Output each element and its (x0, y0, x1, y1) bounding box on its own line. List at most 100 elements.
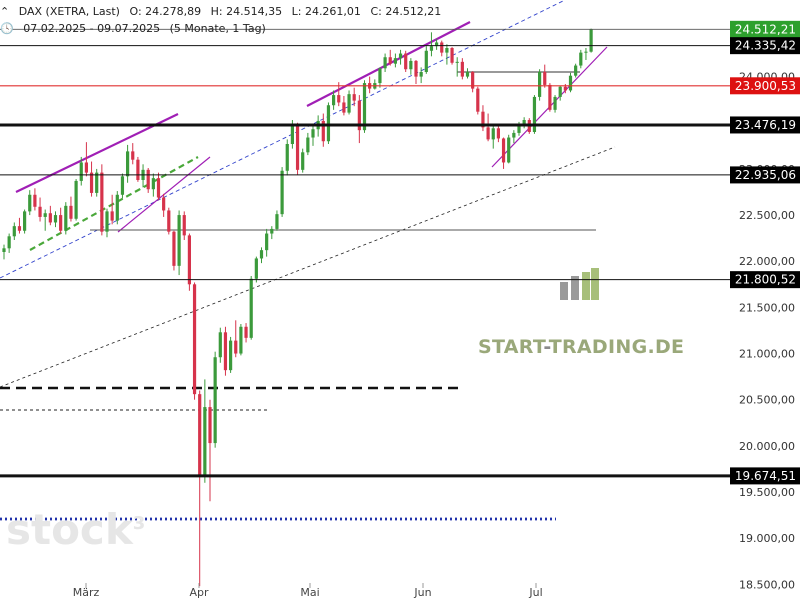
candle-body (177, 215, 181, 266)
candle-up (141, 164, 145, 188)
candle-down (208, 399, 212, 502)
candle-body (558, 86, 562, 97)
candle-body (306, 137, 310, 153)
candle-up (326, 102, 331, 144)
candle-up (332, 90, 336, 110)
candle-body (95, 172, 99, 193)
candle-up (507, 134, 511, 164)
candle-body (337, 95, 341, 103)
candle-body (352, 94, 356, 101)
candle-up (249, 276, 253, 340)
candle-body (192, 284, 197, 395)
candle-down (295, 122, 300, 175)
candle-body (568, 75, 573, 91)
logo-bar-icon (560, 282, 568, 300)
candle-down (471, 71, 475, 93)
candle-up (2, 244, 6, 260)
candle-up (275, 210, 279, 231)
candle-body (496, 128, 500, 139)
candle-body (162, 197, 166, 211)
candle-down (89, 161, 94, 197)
candle-body (486, 127, 490, 140)
candle-body (270, 228, 274, 234)
candle-body (419, 72, 423, 77)
ohlc-header: ⌃ DAX (XETRA, Last) O: 24.278,89 H: 24.5… (0, 5, 447, 18)
candle-up (177, 210, 181, 276)
price-tag-bg (730, 20, 800, 38)
high-value: H: 24.514,35 (210, 5, 283, 18)
candle-up (95, 168, 99, 197)
candle-body (23, 211, 27, 231)
candle-body (563, 86, 567, 91)
candle-up (53, 211, 58, 228)
candle-body (234, 340, 238, 354)
candle-body (100, 172, 104, 232)
candle-body (43, 213, 47, 217)
start-trading-watermark: START-TRADING.DE (478, 336, 684, 358)
low-value: L: 24.261,01 (291, 5, 361, 18)
price-tag-label: 19.674,51 (735, 469, 796, 483)
candle-down (234, 320, 238, 358)
candle-down (404, 50, 408, 72)
trend-line-blue-dashed (0, 0, 566, 279)
candle-up (120, 173, 125, 199)
candle-up (28, 190, 32, 216)
candle-body (110, 211, 114, 221)
candle-body (198, 394, 202, 477)
candle-up (23, 209, 27, 234)
candle-up (522, 117, 526, 129)
candle-body (347, 94, 351, 113)
candle-body (285, 144, 289, 171)
candle-down (543, 64, 547, 88)
candle-up (409, 58, 413, 75)
candle-body (167, 210, 171, 232)
candle-body (136, 159, 140, 180)
candle-body (584, 51, 588, 53)
candle-down (321, 113, 325, 147)
close-value: C: 24.512,21 (370, 5, 442, 18)
candle-body (589, 29, 593, 52)
candle-body (28, 194, 32, 212)
candle-down (136, 156, 140, 182)
candle-body (460, 61, 464, 77)
candle-down (59, 207, 63, 234)
candle-up (383, 53, 387, 72)
candle-up (574, 63, 578, 78)
candle-body (429, 46, 434, 51)
x-tick-label: Jul (528, 586, 542, 599)
x-tick-label: Apr (189, 586, 209, 599)
price-tag-label: 23.900,53 (735, 79, 796, 93)
candle-body (59, 215, 63, 231)
price-tag-label: 24.335,42 (735, 39, 796, 53)
candle-up (151, 173, 155, 197)
candle-down (172, 230, 176, 271)
candle-body (12, 226, 16, 237)
candle-up (259, 247, 264, 264)
y-tick-label: 19.000,00 (739, 532, 795, 545)
stock3-watermark-text: stock (6, 505, 133, 554)
y-tick-label: 21.000,00 (739, 348, 795, 361)
candle-body (393, 58, 397, 64)
instrument-name: DAX (XETRA, Last) (18, 5, 120, 18)
y-tick-label: 22.500,00 (739, 209, 795, 222)
candle-up (538, 69, 542, 101)
candle-down (460, 58, 464, 80)
x-tick-label: Mai (300, 586, 319, 599)
candle-up (229, 336, 233, 373)
candle-body (455, 61, 459, 63)
candle-body (548, 84, 552, 110)
candle-up (445, 44, 449, 65)
candle-body (172, 231, 176, 266)
candle-up (398, 49, 403, 65)
price-tag-bg (730, 166, 800, 184)
candle-body (517, 123, 521, 133)
candle-body (254, 258, 258, 279)
candle-body (280, 170, 284, 215)
candle-up (213, 351, 217, 448)
candle-up (64, 202, 68, 235)
candle-up (455, 57, 459, 77)
candle-body (321, 120, 325, 142)
candle-body (275, 214, 279, 229)
candle-body (532, 96, 537, 132)
